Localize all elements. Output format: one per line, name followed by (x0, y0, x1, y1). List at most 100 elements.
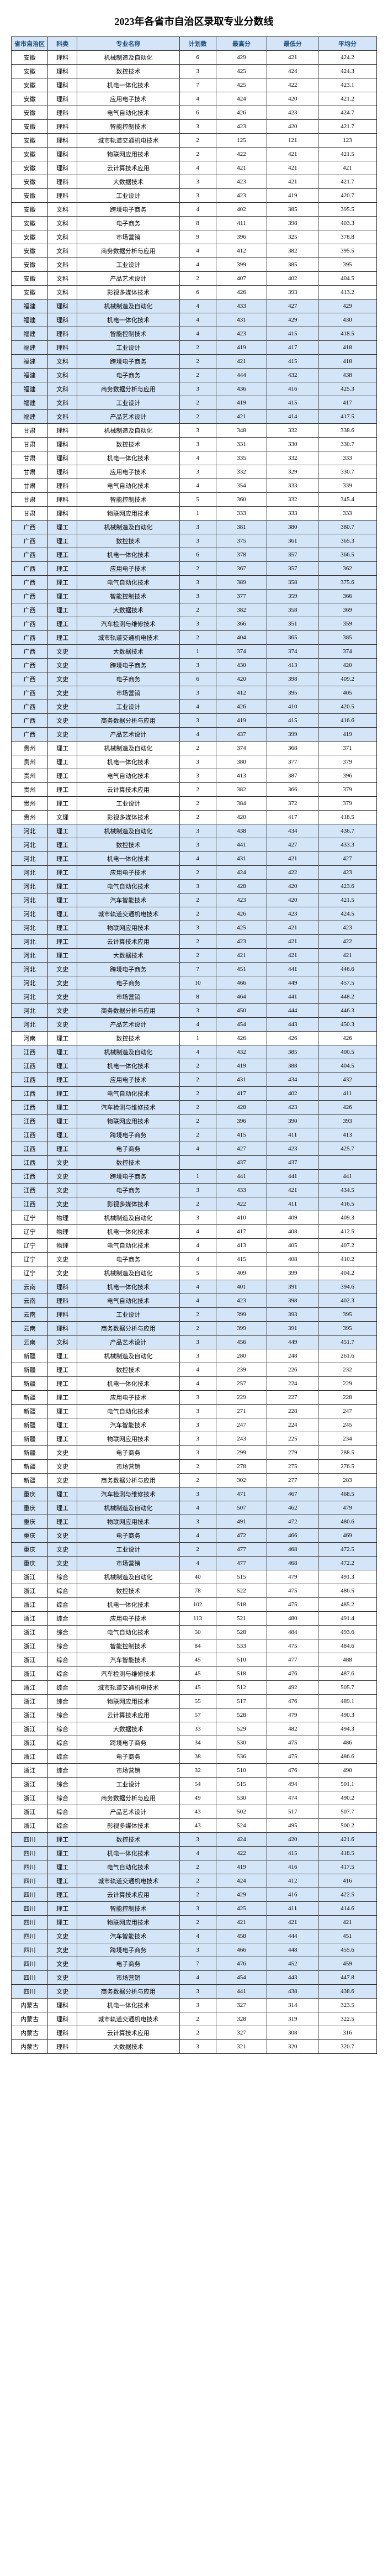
table-cell: 377 (267, 755, 318, 769)
table-cell: 484.6 (318, 1639, 377, 1653)
table-cell: 224 (267, 1377, 318, 1391)
table-cell: 理科 (48, 493, 77, 507)
table-cell: 444 (216, 369, 267, 382)
table-cell: 232 (318, 1363, 377, 1377)
table-cell: 综合 (48, 1598, 77, 1612)
table-row: 贵州理工机械制造及自动化2374368371 (12, 742, 377, 755)
table-cell: 四川 (12, 1943, 48, 1957)
table-cell: 2 (179, 1860, 216, 1874)
table-cell: 应用电子技术 (77, 92, 179, 106)
table-cell: 综合 (48, 1791, 77, 1805)
table-cell: 320.7 (318, 2040, 377, 2054)
table-cell: 413 (216, 769, 267, 783)
table-row: 江西文史数控技术437437 (12, 1156, 377, 1170)
table-cell: 综合 (48, 1722, 77, 1736)
table-cell: 重庆 (12, 1557, 48, 1570)
table-cell: 3 (179, 1418, 216, 1432)
table-cell: 384 (216, 797, 267, 811)
table-cell: 理工 (48, 1142, 77, 1156)
table-cell: 文史 (48, 976, 77, 990)
table-cell: 理科 (48, 341, 77, 355)
table-cell: 455.6 (318, 1943, 377, 1957)
table-row: 四川理工物联网应用技术2421421421 (12, 1916, 377, 1930)
table-cell: 395 (318, 1322, 377, 1336)
table-cell: 396 (216, 1114, 267, 1128)
table-cell: 2 (179, 355, 216, 369)
table-cell: 378.8 (318, 230, 377, 244)
table-cell: 浙江 (12, 1626, 48, 1639)
table-cell: 387 (267, 769, 318, 783)
table-cell: 理工 (48, 631, 77, 645)
table-cell: 489.1 (318, 1695, 377, 1708)
table-cell: 理科 (48, 92, 77, 106)
table-cell: 理科 (48, 2026, 77, 2040)
table-cell: 理科 (48, 134, 77, 148)
table-cell: 423 (318, 866, 377, 880)
table-cell: 汽车智能技术 (77, 1930, 179, 1943)
table-cell: 518 (216, 1667, 267, 1681)
table-cell: 电气自动化技术 (77, 479, 179, 493)
table-cell: 电子商务 (77, 217, 179, 230)
table-cell: 57 (179, 1708, 216, 1722)
table-cell: 文科 (48, 258, 77, 272)
table-cell: 319 (267, 2012, 318, 2026)
table-cell: 226 (267, 1363, 318, 1377)
table-cell: 理科 (48, 161, 77, 175)
table-row: 江西文史跨境电子商务1441441441 (12, 1170, 377, 1184)
table-cell: 409 (216, 1266, 267, 1280)
table-cell: 理科 (48, 1999, 77, 2012)
table-cell: 431 (216, 1073, 267, 1087)
table-cell: 影视多媒体技术 (77, 811, 179, 824)
table-cell: 405 (267, 1239, 318, 1253)
table-cell: 4 (179, 479, 216, 493)
table-cell: 417.5 (318, 1860, 377, 1874)
th-plan: 计划数 (179, 37, 216, 51)
table-cell: 产品艺术设计 (77, 410, 179, 424)
table-cell: 492 (267, 1681, 318, 1695)
table-cell: 广西 (12, 700, 48, 714)
table-cell: 文史 (48, 1253, 77, 1266)
table-cell: 365 (267, 631, 318, 645)
table-row: 福建理科机械制造及自动化4433427429 (12, 299, 377, 313)
table-cell: 2 (179, 1888, 216, 1902)
table-cell: 产品艺术设计 (77, 1336, 179, 1349)
table-cell: 3 (179, 1336, 216, 1349)
table-cell: 物理 (48, 1211, 77, 1225)
table-cell: 1 (179, 507, 216, 521)
table-cell: 275 (267, 1460, 318, 1474)
table-cell: 451.7 (318, 1336, 377, 1349)
table-row: 江西文史电子商务3433421434.5 (12, 1184, 377, 1197)
table-cell: 402 (267, 1087, 318, 1101)
table-cell: 文史 (48, 686, 77, 700)
table-cell: 电子商务 (77, 1957, 179, 1971)
table-cell: 文科 (48, 230, 77, 244)
table-cell: 电气自动化技术 (77, 1860, 179, 1874)
table-cell: 四川 (12, 1916, 48, 1930)
header-row: 省市自治区 科类 专业名称 计划数 最高分 最低分 平均分 (12, 37, 377, 51)
table-cell: 411 (267, 1902, 318, 1916)
table-row: 新疆文史电子商务3299279288.5 (12, 1446, 377, 1460)
table-cell: 理工 (48, 907, 77, 921)
table-cell: 理科 (48, 299, 77, 313)
table-cell: 412 (216, 686, 267, 700)
table-cell: 城市轨道交通机电技术 (77, 134, 179, 148)
table-cell: 429 (216, 51, 267, 65)
th-max: 最高分 (216, 37, 267, 51)
table-cell: 安徽 (12, 217, 48, 230)
table-row: 广西文史工业设计4426410420.5 (12, 700, 377, 714)
table-cell: 421.7 (318, 175, 377, 189)
table-cell: 417.5 (318, 410, 377, 424)
table-cell: 机械制造及自动化 (77, 1349, 179, 1363)
table-cell: 跨境电子商务 (77, 1736, 179, 1750)
table-cell: 机电一体化技术 (77, 1999, 179, 2012)
table-cell: 421 (216, 161, 267, 175)
table-cell: 475 (267, 1639, 318, 1653)
table-row: 浙江综合城市轨道交通机电技术45512492505.7 (12, 1681, 377, 1695)
table-cell: 430 (318, 313, 377, 327)
table-cell: 34 (179, 1736, 216, 1750)
table-cell: 33 (179, 1722, 216, 1736)
table-row: 四川理工数控技术3424420421.6 (12, 1833, 377, 1847)
table-cell: 4 (179, 1142, 216, 1156)
table-cell: 2 (179, 1114, 216, 1128)
table-cell: 理科 (48, 1280, 77, 1294)
